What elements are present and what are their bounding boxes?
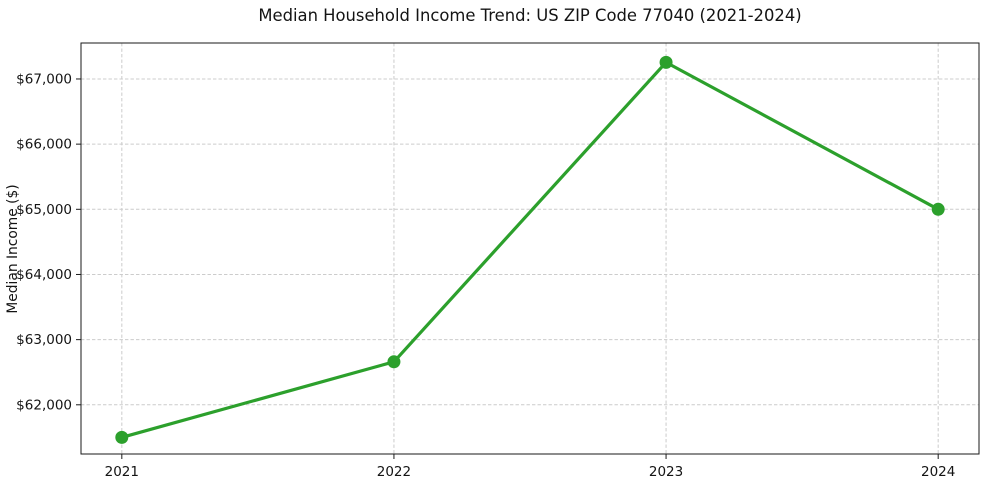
y-tick-label: $67,000 bbox=[16, 71, 72, 87]
y-axis-label: Median Income ($) bbox=[5, 184, 21, 313]
x-tick-label: 2022 bbox=[377, 464, 411, 480]
y-tick-label: $62,000 bbox=[16, 397, 72, 413]
x-tick-label: 2024 bbox=[921, 464, 955, 480]
y-tick-label: $65,000 bbox=[16, 202, 72, 218]
y-tick-label: $66,000 bbox=[16, 137, 72, 153]
data-point bbox=[115, 430, 129, 444]
data-point bbox=[931, 202, 945, 216]
plot-border bbox=[80, 42, 980, 455]
data-point bbox=[387, 355, 401, 369]
plot-area: $62,000 $63,000 $64,000 $65,000 $66,000 $67,0… bbox=[16, 42, 980, 480]
trend-line bbox=[120, 60, 940, 439]
x-tick-label: 2021 bbox=[105, 464, 139, 480]
chart-title: Median Household Income Trend: US ZIP Co… bbox=[258, 6, 801, 25]
data-point bbox=[659, 55, 673, 69]
y-tick-label: $64,000 bbox=[16, 267, 72, 283]
x-tick-label: 2023 bbox=[649, 464, 683, 480]
y-tick-label: $63,000 bbox=[16, 332, 72, 348]
